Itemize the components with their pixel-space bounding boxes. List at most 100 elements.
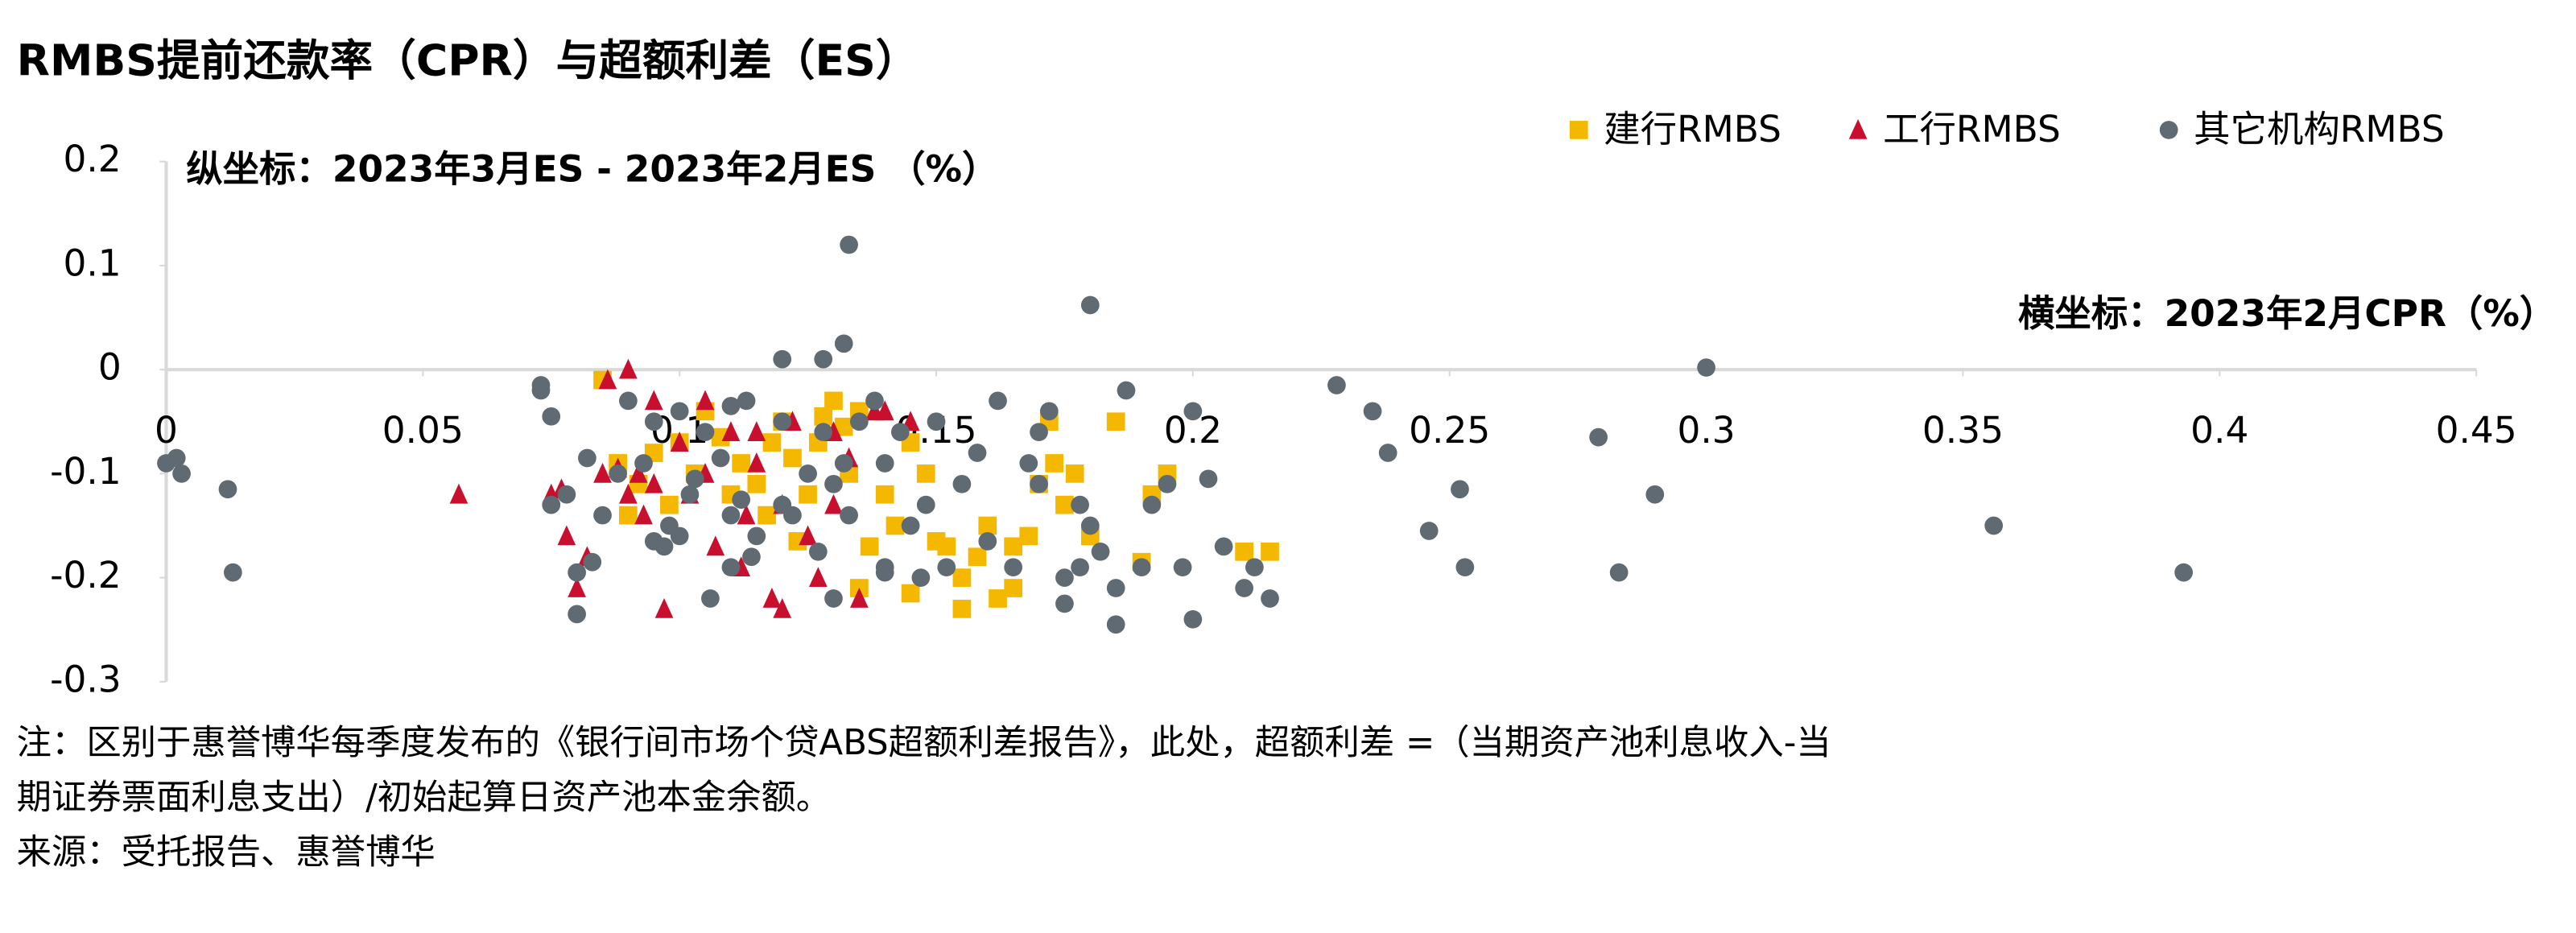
- point: [696, 423, 715, 442]
- point: [598, 369, 617, 390]
- point: [875, 485, 894, 504]
- point: [1645, 485, 1665, 504]
- x-tick-label: 0.45: [2436, 409, 2517, 452]
- point: [721, 397, 741, 415]
- point: [1609, 563, 1629, 582]
- point: [542, 495, 561, 514]
- point: [2174, 563, 2193, 582]
- chart-title: RMBS提前还款率（CPR）与超额利差（ES）: [17, 35, 919, 85]
- point: [578, 448, 597, 468]
- y-tick-label: 0.1: [63, 242, 121, 284]
- point: [1245, 558, 1264, 577]
- point: [875, 558, 894, 577]
- point: [762, 433, 782, 452]
- point: [742, 547, 761, 567]
- point: [593, 506, 612, 525]
- point: [834, 334, 853, 353]
- point: [834, 454, 853, 473]
- x-axis-label: 横坐标：2023年2月CPR（%）: [2018, 292, 2556, 335]
- point: [840, 235, 858, 254]
- point: [799, 485, 817, 504]
- x-tick-label: 0.4: [2190, 409, 2248, 452]
- point: [808, 567, 828, 587]
- y-tick-label: -0.1: [50, 450, 122, 493]
- point: [721, 558, 741, 577]
- point: [886, 516, 905, 535]
- point: [968, 444, 987, 462]
- point: [644, 473, 663, 493]
- point: [1199, 469, 1218, 489]
- x-tick-label: 0.25: [1409, 409, 1490, 452]
- y-tick-label: 0.2: [63, 138, 121, 180]
- y-tick-label: -0.2: [50, 554, 122, 597]
- point: [1455, 558, 1475, 577]
- point: [737, 391, 756, 411]
- point: [968, 547, 987, 567]
- point: [721, 421, 741, 442]
- point: [1117, 381, 1136, 400]
- point: [937, 558, 956, 577]
- point: [747, 526, 766, 546]
- point: [619, 391, 638, 411]
- point: [1214, 537, 1233, 556]
- point: [1327, 376, 1346, 394]
- x-tick-label: 0: [155, 409, 178, 452]
- point: [218, 480, 237, 499]
- point: [989, 391, 1007, 411]
- point: [865, 391, 884, 411]
- point: [711, 427, 730, 447]
- point: [1091, 542, 1110, 561]
- point: [978, 532, 997, 551]
- point: [773, 597, 792, 618]
- point: [1132, 558, 1151, 577]
- point: [901, 516, 920, 535]
- point: [619, 358, 638, 379]
- axes: -0.3-0.2-0.100.10.200.050.10.150.20.250.…: [50, 138, 2517, 700]
- point: [619, 506, 638, 525]
- point: [762, 588, 782, 608]
- point: [583, 552, 602, 572]
- point: [680, 485, 700, 504]
- point: [542, 407, 561, 426]
- point: [1004, 579, 1023, 597]
- point: [670, 402, 689, 421]
- point: [1697, 358, 1715, 377]
- point: [901, 584, 920, 603]
- point: [634, 504, 653, 525]
- point: [629, 462, 648, 483]
- point: [747, 474, 766, 493]
- point: [1451, 480, 1469, 499]
- point: [1055, 568, 1074, 587]
- point: [1261, 542, 1279, 561]
- point: [1173, 558, 1192, 577]
- point: [978, 516, 997, 535]
- point: [1055, 495, 1074, 514]
- point: [860, 537, 879, 556]
- point: [783, 448, 802, 468]
- point: [167, 448, 186, 468]
- point: [732, 490, 751, 510]
- point: [814, 407, 833, 426]
- point: [799, 464, 817, 483]
- point: [557, 525, 576, 546]
- point: [937, 537, 956, 556]
- point: [1158, 474, 1177, 493]
- point: [788, 532, 807, 551]
- point: [1055, 594, 1074, 613]
- point: [1039, 402, 1059, 421]
- point: [952, 474, 972, 493]
- point: [1261, 589, 1279, 608]
- y-tick-label: -0.3: [50, 658, 122, 700]
- point: [1106, 615, 1125, 634]
- point: [1419, 522, 1439, 540]
- notes: 注：区别于惠誉博华每季度发布的《银行间市场个贷ABS超额利差报告》，此处，超额利…: [17, 723, 1831, 873]
- point: [1071, 558, 1089, 577]
- point: [1004, 537, 1023, 556]
- point: [654, 537, 674, 556]
- point: [773, 412, 792, 431]
- legend-marker: [1569, 121, 1588, 139]
- point: [1106, 579, 1125, 597]
- point: [814, 423, 833, 442]
- point: [644, 412, 663, 431]
